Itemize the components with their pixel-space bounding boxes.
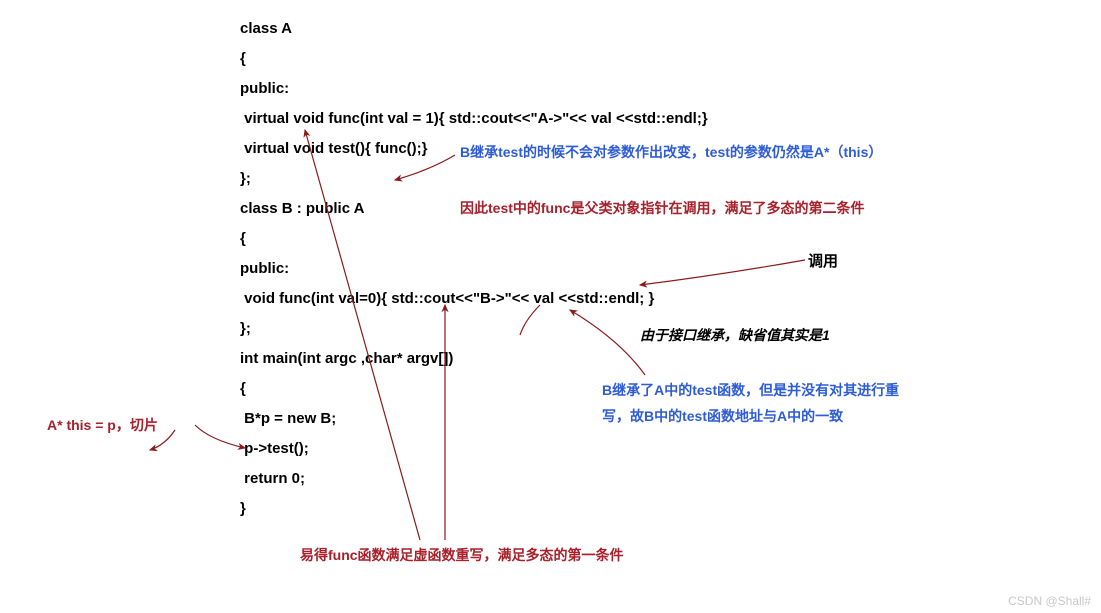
annotation-red-1: 因此test中的func是父类对象指针在调用，满足了多态的第二条件: [460, 198, 864, 218]
code-line-14: B*p = new B;: [240, 410, 336, 427]
annotation-black-call: 调用: [808, 250, 838, 271]
code-line-15: p->test();: [240, 440, 309, 457]
annotation-blue-2b: 写，故B中的test函数地址与A中的一致: [602, 406, 843, 426]
code-line-6: };: [240, 170, 251, 187]
annotation-red-left: A* this = p，切片: [47, 415, 158, 435]
code-line-12: int main(int argc ,char* argv[]): [240, 350, 453, 367]
code-line-10: void func(int val=0){ std::cout<<"B->"<<…: [240, 290, 654, 307]
code-line-13: {: [240, 380, 246, 397]
code-line-2: {: [240, 50, 246, 67]
annotation-blue-1: B继承test的时候不会对参数作出改变，test的参数仍然是A*（this）: [460, 142, 882, 162]
code-line-17: }: [240, 500, 246, 517]
code-line-3: public:: [240, 80, 289, 97]
code-line-9: public:: [240, 260, 289, 277]
watermark: CSDN @Shall#: [1008, 594, 1091, 608]
code-line-4: virtual void func(int val = 1){ std::cou…: [240, 110, 708, 127]
code-line-5: virtual void test(){ func();}: [240, 140, 428, 157]
annotation-blue-2a: B继承了A中的test函数，但是并没有对其进行重: [602, 380, 899, 400]
annotation-red-bottom: 易得func函数满足虚函数重写，满足多态的第一条件: [300, 545, 624, 565]
code-line-1: class A: [240, 20, 292, 37]
code-line-11: };: [240, 320, 251, 337]
code-line-7: class B : public A: [240, 200, 364, 217]
code-line-16: return 0;: [240, 470, 305, 487]
annotation-black-italic: 由于接口继承，缺省值其实是1: [640, 325, 830, 345]
code-line-8: {: [240, 230, 246, 247]
